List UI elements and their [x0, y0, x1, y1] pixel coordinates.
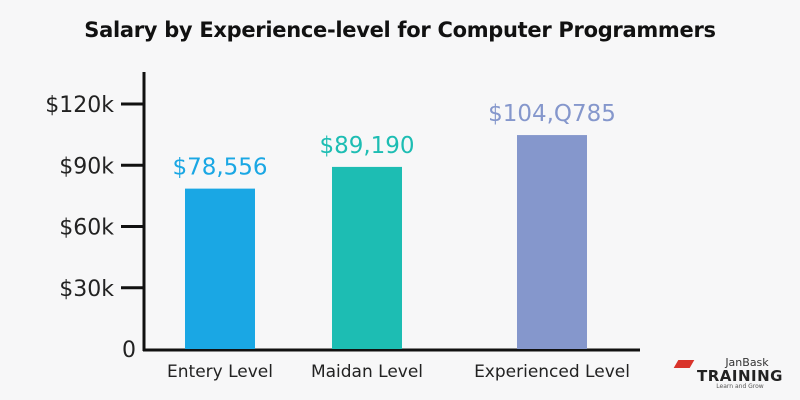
y-tick-label: $90k [59, 154, 114, 179]
data-label: $78,556 [172, 155, 267, 181]
data-label: $104,Q785 [488, 101, 616, 127]
x-tick-label: Maidan Level [311, 362, 423, 382]
x-tick-label: Experienced Level [474, 362, 630, 382]
x-tick-label: Entery Level [167, 362, 273, 382]
y-tick-label: $60k [59, 216, 114, 241]
y-tick-label: $120k [45, 93, 114, 118]
logo-line1: JanBask [725, 356, 769, 369]
bar [517, 135, 587, 349]
data-label: $89,190 [319, 133, 414, 159]
bar [185, 188, 255, 349]
logo-line3: Learn and Grow [716, 383, 764, 390]
bar [332, 166, 402, 349]
y-tick-label: $30k [59, 277, 114, 302]
logo-line2: TRAINING [697, 367, 783, 385]
chart-title: Salary by Experience-level for Computer … [84, 18, 716, 42]
y-tick-label: 0 [122, 338, 136, 363]
janbask-logo: JanBask TRAINING Learn and Grow [690, 356, 790, 390]
